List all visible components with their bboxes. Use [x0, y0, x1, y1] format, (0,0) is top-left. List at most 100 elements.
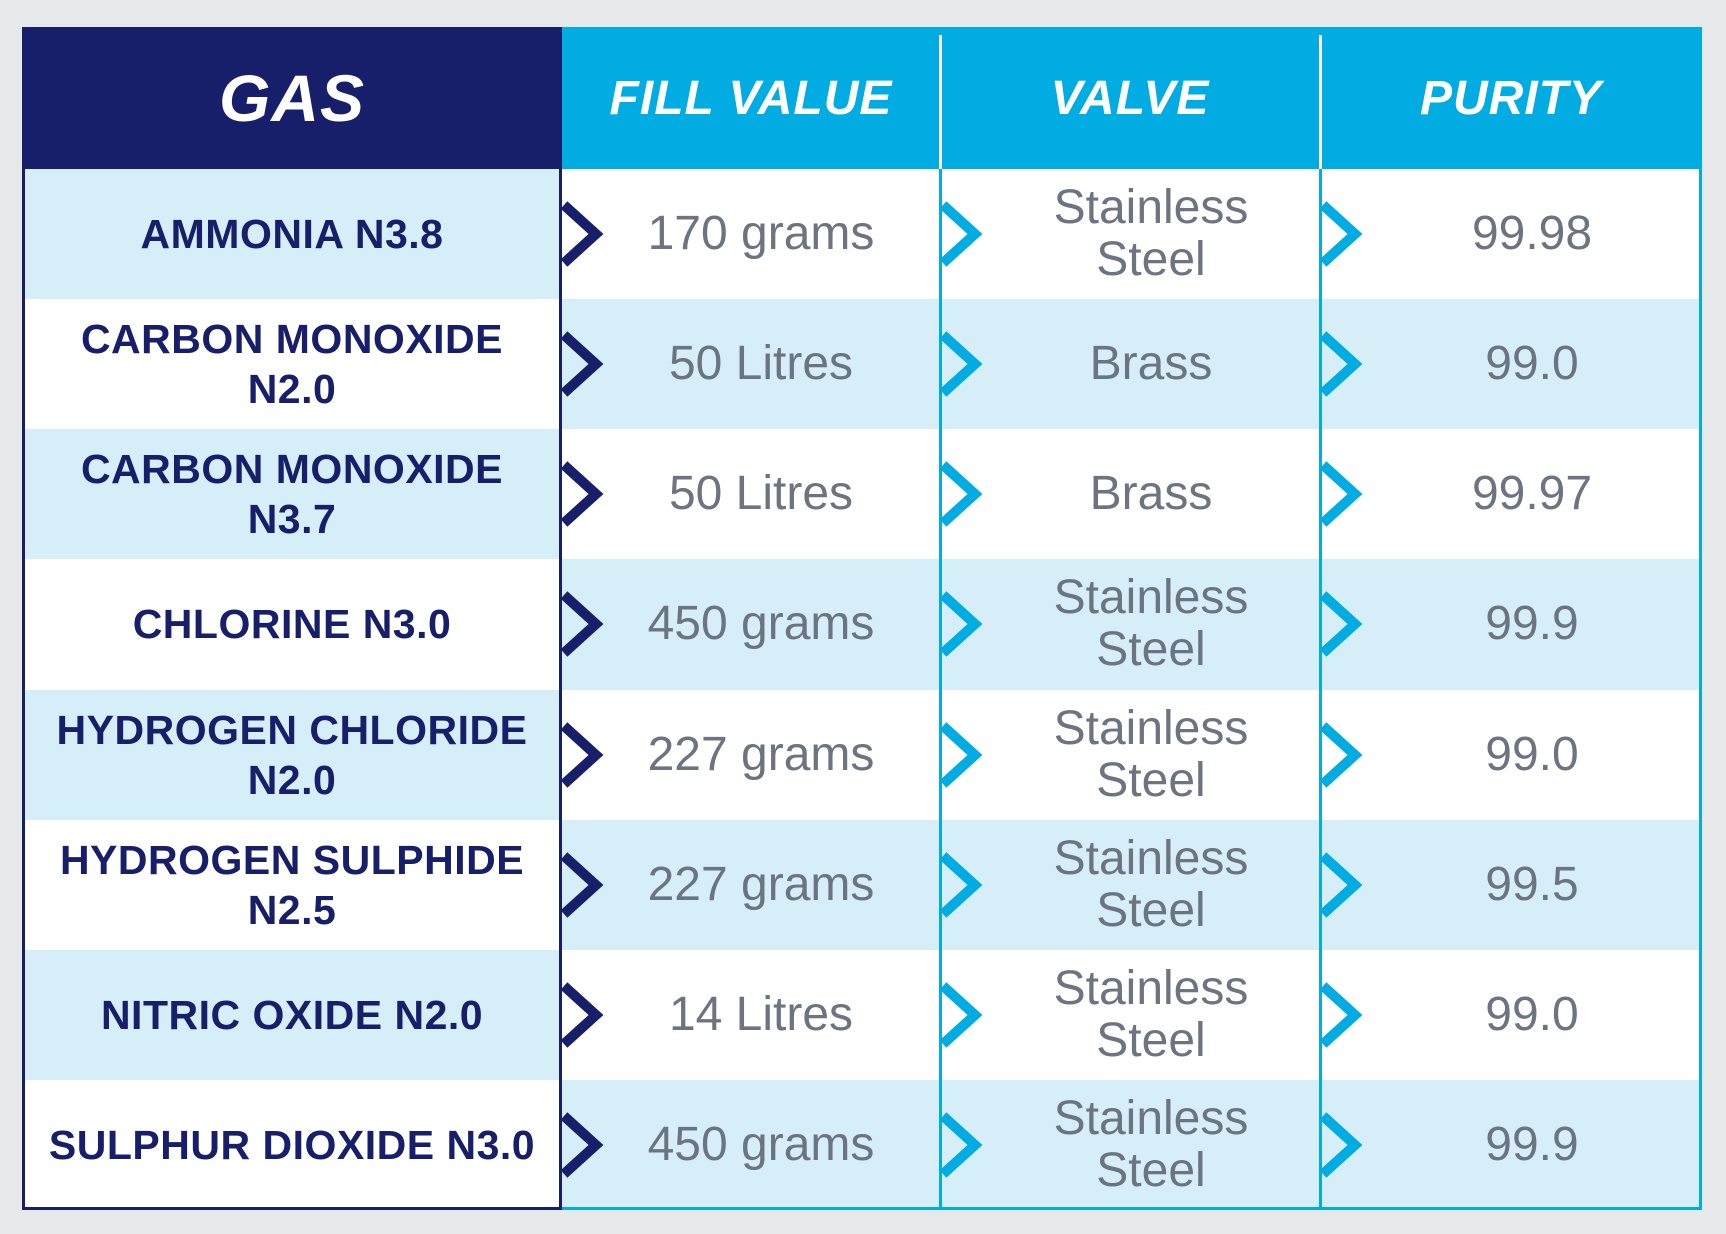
- gas-name: SULPHUR DIOXIDE N3.0: [48, 1121, 536, 1168]
- row-values-background: [562, 299, 1702, 430]
- gas-name: CHLORINE N3.0: [132, 601, 452, 648]
- fill-value-cell: 450 grams: [582, 559, 940, 689]
- purity-value: 99.5: [1485, 857, 1579, 911]
- gas-name-cell: HYDROGEN CHLORIDE N2.0: [22, 690, 562, 820]
- chevron-right-icon: [560, 591, 604, 658]
- gas-name: HYDROGEN CHLORIDE N2.0: [56, 706, 528, 803]
- fill-value: 50 Litres: [668, 337, 854, 391]
- gas-name-cell: HYDROGEN SULPHIDE N2.5: [22, 820, 562, 950]
- chevron-right-icon: [939, 982, 983, 1048]
- chevron-right-icon: [939, 1112, 983, 1178]
- row-values-background: [562, 949, 1702, 1080]
- gas-name-cell: CARBON MONOXIDE N2.0: [22, 299, 562, 429]
- chevron-right-icon: [1319, 461, 1363, 528]
- purity-cell: 99.9: [1362, 1080, 1702, 1210]
- row-values-background: [562, 169, 1702, 300]
- table-row: AMMONIA N3.8 170 grams Stainless Steel 9…: [22, 169, 1702, 300]
- row-values-background: [562, 1079, 1702, 1210]
- chevron-right-icon: [1319, 982, 1363, 1048]
- fill-value-cell: 50 Litres: [582, 299, 940, 429]
- fill-value-cell: 227 grams: [582, 690, 940, 820]
- fill-value: 14 Litres: [668, 987, 854, 1041]
- table-row: SULPHUR DIOXIDE N3.0 450 grams Stainless…: [22, 1079, 1702, 1210]
- chevron-right-icon: [939, 331, 983, 397]
- header-fill-value: FILL VALUE: [562, 27, 940, 169]
- table-row: NITRIC OXIDE N2.0 14 Litres Stainless St…: [22, 949, 1702, 1080]
- purity-value: 99.0: [1485, 987, 1579, 1041]
- valve-material: Stainless Steel: [1053, 181, 1249, 287]
- valve-cell: Stainless Steel: [982, 950, 1320, 1080]
- purity-cell: 99.97: [1362, 429, 1702, 559]
- valve-material: Stainless Steel: [1053, 701, 1249, 807]
- purity-cell: 99.9: [1362, 559, 1702, 689]
- column-divider: [1319, 169, 1322, 1210]
- gas-name: CARBON MONOXIDE N3.7: [80, 446, 504, 543]
- valve-material: Brass: [1089, 467, 1213, 521]
- chevron-right-icon: [939, 201, 983, 267]
- header-valve: VALVE: [940, 27, 1320, 169]
- chevron-right-icon: [560, 721, 604, 788]
- header-gas: GAS: [22, 27, 562, 169]
- fill-value-cell: 14 Litres: [582, 950, 940, 1080]
- purity-cell: 99.5: [1362, 820, 1702, 950]
- gas-name-cell: CARBON MONOXIDE N3.7: [22, 429, 562, 559]
- chevron-right-icon: [560, 201, 604, 267]
- fill-value-cell: 50 Litres: [582, 429, 940, 559]
- valve-cell: Stainless Steel: [982, 690, 1320, 820]
- valve-material: Brass: [1089, 337, 1213, 391]
- purity-value: 99.98: [1471, 207, 1593, 261]
- gas-spec-table: GAS FILL VALUE VALVE PURITY AMMONIA N3.8…: [22, 27, 1702, 1210]
- row-values-background: [562, 819, 1702, 950]
- chevron-right-icon: [939, 851, 983, 918]
- purity-cell: 99.0: [1362, 950, 1702, 1080]
- purity-cell: 99.0: [1362, 690, 1702, 820]
- chevron-right-icon: [560, 982, 604, 1048]
- fill-value: 170 grams: [647, 207, 875, 261]
- fill-value-cell: 227 grams: [582, 820, 940, 950]
- fill-value-cell: 450 grams: [582, 1080, 940, 1210]
- table-row: HYDROGEN CHLORIDE N2.0 227 grams Stainle…: [22, 689, 1702, 820]
- valve-cell: Stainless Steel: [982, 820, 1320, 950]
- gas-name-cell: NITRIC OXIDE N2.0: [22, 950, 562, 1080]
- purity-value: 99.9: [1485, 597, 1579, 651]
- fill-value: 450 grams: [647, 1117, 875, 1171]
- fill-value: 227 grams: [647, 857, 875, 911]
- row-values-background: [562, 689, 1702, 820]
- table-body: AMMONIA N3.8 170 grams Stainless Steel 9…: [22, 169, 1702, 1210]
- chevron-right-icon: [939, 591, 983, 658]
- fill-value: 450 grams: [647, 597, 875, 651]
- gas-name-cell: AMMONIA N3.8: [22, 169, 562, 299]
- gas-name: CARBON MONOXIDE N2.0: [80, 316, 504, 413]
- chevron-right-icon: [560, 1112, 604, 1178]
- row-values-background: [562, 429, 1702, 560]
- chevron-right-icon: [1319, 591, 1363, 658]
- chevron-right-icon: [1319, 851, 1363, 918]
- purity-cell: 99.98: [1362, 169, 1702, 299]
- chevron-right-icon: [560, 461, 604, 528]
- header-separator: [1319, 35, 1322, 169]
- chevron-right-icon: [939, 461, 983, 528]
- valve-cell: Stainless Steel: [982, 559, 1320, 689]
- table-row: CARBON MONOXIDE N2.0 50 Litres Brass 99.…: [22, 299, 1702, 430]
- gas-name-cell: SULPHUR DIOXIDE N3.0: [22, 1080, 562, 1210]
- table-header-row: GAS FILL VALUE VALVE PURITY: [22, 27, 1702, 169]
- fill-value-cell: 170 grams: [582, 169, 940, 299]
- table-row: HYDROGEN SULPHIDE N2.5 227 grams Stainle…: [22, 819, 1702, 950]
- gas-name: HYDROGEN SULPHIDE N2.5: [59, 836, 525, 933]
- gas-name: NITRIC OXIDE N2.0: [100, 991, 484, 1038]
- valve-cell: Brass: [982, 299, 1320, 429]
- valve-material: Stainless Steel: [1053, 1091, 1249, 1197]
- valve-material: Stainless Steel: [1053, 961, 1249, 1067]
- gas-name-cell: CHLORINE N3.0: [22, 559, 562, 689]
- purity-value: 99.0: [1485, 337, 1579, 391]
- valve-cell: Stainless Steel: [982, 169, 1320, 299]
- header-separator: [939, 35, 942, 169]
- valve-cell: Brass: [982, 429, 1320, 559]
- chevron-right-icon: [939, 721, 983, 788]
- chevron-right-icon: [1319, 721, 1363, 788]
- fill-value: 50 Litres: [668, 467, 854, 521]
- table-row: CHLORINE N3.0 450 grams Stainless Steel …: [22, 559, 1702, 690]
- valve-cell: Stainless Steel: [982, 1080, 1320, 1210]
- valve-material: Stainless Steel: [1053, 571, 1249, 677]
- purity-cell: 99.0: [1362, 299, 1702, 429]
